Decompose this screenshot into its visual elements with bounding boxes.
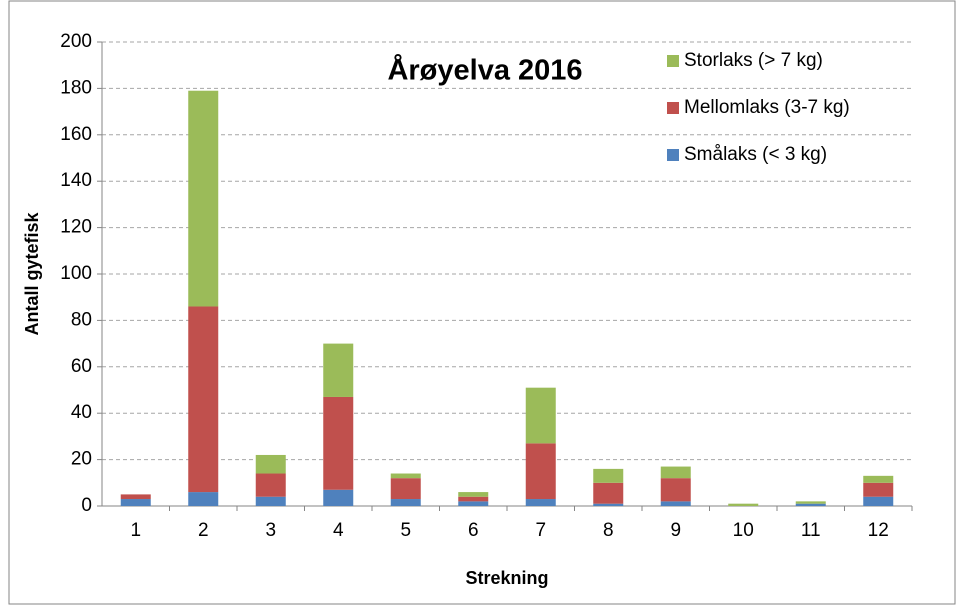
x-tick-label: 4 (333, 520, 344, 541)
legend-swatch (667, 102, 679, 114)
bar-segment (863, 482, 894, 497)
bar-segment (390, 499, 421, 506)
bar-segment (120, 499, 151, 506)
bar-segment (525, 443, 556, 500)
bar-segment (188, 306, 219, 493)
legend-label: Smålaks (< 3 kg) (684, 144, 827, 165)
bar-segment (323, 343, 354, 397)
y-tick-label: 140 (60, 170, 92, 191)
bar-segment (660, 478, 691, 502)
bar-segment (593, 468, 624, 483)
x-tick-label: 1 (130, 520, 141, 541)
bar-segment (525, 499, 556, 506)
x-tick-label: 10 (733, 520, 754, 541)
x-tick-label: 8 (603, 520, 614, 541)
x-tick-label: 6 (468, 520, 479, 541)
bar-segment (458, 492, 489, 497)
chart-frame (8, 0, 956, 605)
bar-segment (660, 466, 691, 479)
y-tick-label: 80 (71, 309, 92, 330)
legend-label: Storlaks (> 7 kg) (684, 50, 823, 71)
y-tick-label: 120 (60, 217, 92, 238)
y-tick-label: 200 (60, 31, 92, 52)
bar-segment (795, 501, 826, 504)
x-tick-label: 5 (400, 520, 411, 541)
x-tick-label: 2 (198, 520, 209, 541)
y-tick-label: 160 (60, 124, 92, 145)
bar-segment (593, 503, 624, 506)
y-tick-label: 180 (60, 77, 92, 98)
bar-segment (863, 496, 894, 506)
x-tick-label: 9 (670, 520, 681, 541)
bar-segment (593, 482, 624, 504)
bar-segment (525, 387, 556, 444)
bar-segment (660, 501, 691, 506)
chart-title: Årøyelva 2016 (387, 54, 582, 87)
bar-segment (188, 492, 219, 506)
bar-segment (255, 496, 286, 506)
x-tick-label: 12 (868, 520, 889, 541)
legend-label: Mellomlaks (3-7 kg) (684, 97, 850, 118)
bar-segment (120, 494, 151, 500)
bar-segment (188, 90, 219, 307)
x-tick-label: 7 (535, 520, 546, 541)
x-tick-label: 11 (801, 520, 821, 541)
y-tick-label: 100 (60, 263, 92, 284)
y-axis-title: Antall gytefisk (22, 211, 42, 335)
bar-segment (863, 475, 894, 483)
y-tick-label: 60 (71, 356, 92, 377)
x-axis-title: Strekning (465, 568, 548, 588)
legend-swatch (667, 55, 679, 67)
y-tick-label: 0 (81, 495, 92, 516)
bar-segment (728, 503, 759, 506)
bar-segment (390, 473, 421, 479)
legend-swatch (667, 149, 679, 161)
y-tick-label: 20 (71, 449, 92, 470)
bar-segment (390, 478, 421, 500)
bar-segment (458, 496, 489, 502)
bar-segment (323, 489, 354, 506)
bar-segment (795, 503, 826, 506)
x-tick-label: 3 (265, 520, 276, 541)
bar-segment (458, 501, 489, 506)
bar-segment (255, 473, 286, 497)
bar-segment (255, 454, 286, 474)
y-tick-label: 40 (71, 402, 92, 423)
bar-segment (323, 396, 354, 490)
